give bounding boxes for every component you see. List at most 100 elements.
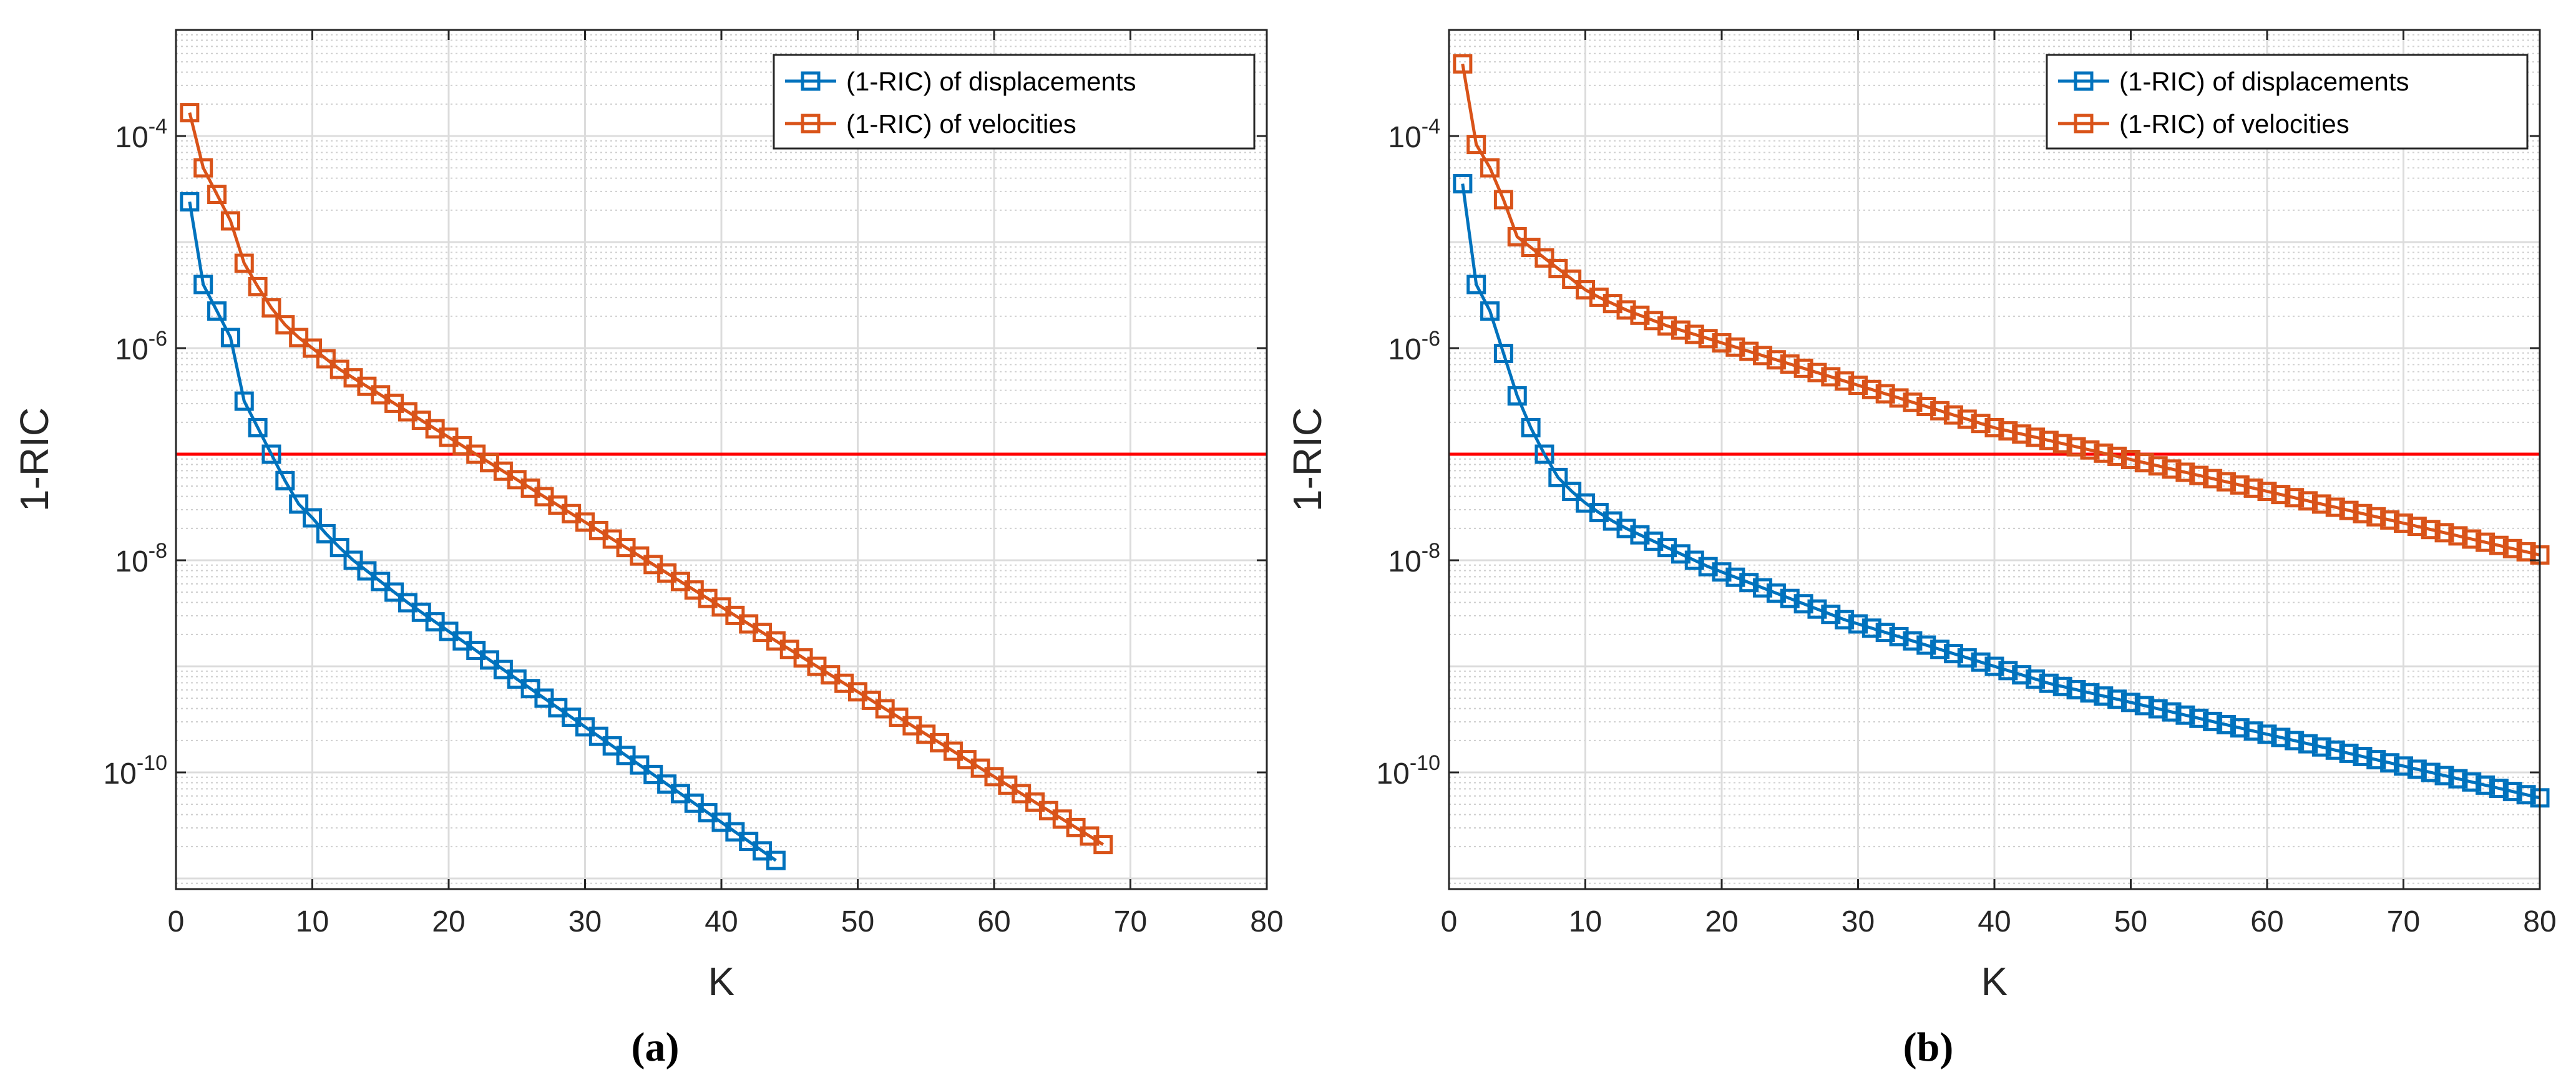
data-point	[2216, 472, 2236, 492]
data-point	[1903, 392, 1923, 412]
data-point	[1848, 614, 1868, 634]
data-point	[234, 391, 254, 411]
y-axis-label: 1-RIC	[12, 407, 57, 512]
legend: (1-RIC) of displacements (1-RIC) of veloc…	[2046, 54, 2529, 150]
data-point	[2311, 494, 2331, 514]
data-point	[1943, 644, 1963, 664]
data-point	[2094, 686, 2114, 706]
data-point	[1562, 482, 1582, 501]
data-point	[2080, 440, 2100, 460]
y-tick-label: 10-10	[103, 751, 167, 791]
x-tick-label: 60	[2250, 905, 2283, 938]
data-point	[2489, 779, 2509, 798]
data-point	[1753, 346, 1773, 366]
data-point	[1548, 259, 1568, 278]
data-point	[2162, 459, 2182, 479]
data-point	[2052, 676, 2072, 696]
data-point	[1657, 538, 1677, 558]
x-tick-label: 20	[432, 905, 465, 938]
data-point	[1916, 635, 1936, 655]
data-point	[1835, 610, 1855, 630]
chart-panel-b: 0 10 20 30 40 50 60 70 80 10-10 10-8 10-6 10-4 K 1-RIC…	[1285, 29, 2557, 1004]
data-point	[2394, 513, 2413, 533]
data-point	[1780, 588, 1800, 608]
data-point	[1493, 190, 1513, 210]
data-point	[2257, 482, 2277, 501]
data-point	[2162, 702, 2182, 722]
data-point	[1712, 562, 1732, 582]
data-point	[2257, 724, 2277, 744]
data-point	[1861, 379, 1881, 399]
data-point	[1766, 350, 1786, 370]
data-point	[1793, 594, 1813, 614]
y-tick-label: 10-6	[115, 327, 167, 366]
x-tick-label: 0	[168, 905, 185, 938]
data-point	[207, 185, 227, 204]
data-point	[1725, 337, 1745, 357]
data-point	[329, 538, 349, 558]
data-point	[2407, 759, 2427, 779]
y-tick-label: 10-4	[1388, 115, 1440, 154]
data-point	[275, 471, 295, 490]
data-point	[2012, 665, 2032, 685]
data-point	[2134, 696, 2154, 716]
data-point	[2394, 756, 2413, 776]
data-point	[2380, 510, 2400, 530]
data-point	[2285, 488, 2305, 508]
legend-entry: (1-RIC) of displacements	[2119, 67, 2409, 96]
data-point	[1657, 316, 1677, 336]
data-point	[1698, 329, 1718, 349]
data-point	[1712, 333, 1732, 353]
data-point	[2448, 526, 2468, 546]
data-point	[1630, 525, 1650, 545]
data-point	[2134, 453, 2154, 473]
data-point	[1684, 324, 1704, 344]
y-axis-label: 1-RIC	[1285, 407, 1330, 512]
data-point	[193, 158, 213, 178]
data-point	[1725, 567, 1745, 587]
chart-panel-a: 0 10 20 30 40 50 60 70 80 10-10 10-8 10-6 10-4 K 1-RIC…	[12, 29, 1284, 1004]
data-point	[384, 582, 404, 602]
y-tick-label: 10-10	[1376, 751, 1440, 791]
data-point	[2175, 705, 2195, 725]
data-point	[371, 572, 391, 591]
data-point	[2107, 446, 2127, 466]
data-point	[1998, 421, 2018, 441]
data-point	[1916, 397, 1936, 416]
data-point	[2366, 507, 2386, 527]
y-tick-label: 10-8	[115, 539, 167, 578]
data-point	[2121, 450, 2140, 469]
data-point	[1780, 354, 1800, 374]
data-point	[1548, 467, 1568, 487]
data-point	[2516, 785, 2536, 805]
series-displacements	[180, 192, 786, 870]
data-point	[1698, 557, 1718, 576]
data-point	[2189, 708, 2209, 728]
data-point	[2039, 673, 2059, 693]
data-point	[1739, 573, 1759, 593]
data-point	[2230, 718, 2250, 738]
data-point	[1930, 640, 1950, 659]
data-point	[1521, 418, 1541, 437]
data-point	[2434, 766, 2454, 786]
x-tick-label: 0	[1441, 905, 1458, 938]
x-tick-label: 50	[841, 905, 874, 938]
data-point	[2353, 747, 2373, 766]
y-tick-label: 10-6	[1388, 327, 1440, 366]
x-tick-label: 40	[705, 905, 738, 938]
data-point	[1807, 599, 1827, 619]
data-point	[2462, 772, 2482, 792]
data-point	[1971, 652, 1991, 672]
data-point	[2107, 689, 2127, 709]
data-point	[1861, 618, 1881, 638]
data-point	[2285, 731, 2305, 751]
legend-box	[773, 54, 1256, 150]
data-point	[2311, 737, 2331, 757]
data-point	[343, 550, 363, 570]
data-point	[2502, 538, 2522, 558]
data-point	[1943, 405, 1963, 425]
series-displacements	[1453, 174, 2550, 808]
x-tick-label: 30	[1842, 905, 1875, 938]
x-tick-label: 80	[2523, 905, 2556, 938]
